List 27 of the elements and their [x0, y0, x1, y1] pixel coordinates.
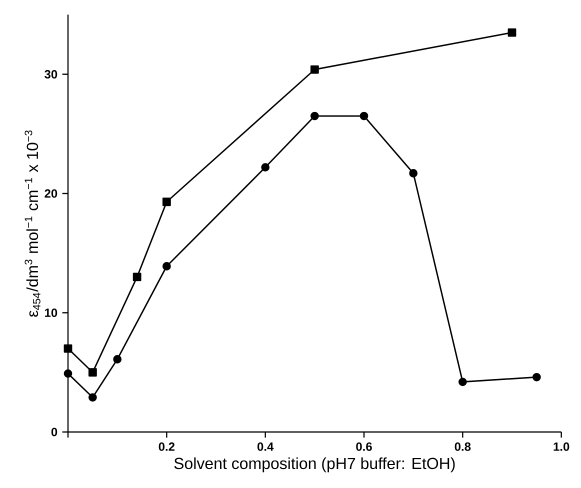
point [360, 112, 368, 120]
text: ε$_{454}$/dm$^{3}$ mol$^{−1}$ cm$^{−1}$ x 10$^{−3}$ [24, 130, 40, 317]
y-tick-label: 10 [45, 308, 58, 318]
y-tick-label: 0 [51, 428, 58, 436]
point [88, 368, 97, 377]
point [310, 65, 319, 74]
x-tick-label: 0.6 [356, 442, 372, 451]
y-tick-label: 30 [44, 70, 58, 79]
x-tick-label: 0.2 [158, 442, 175, 451]
point [261, 163, 270, 172]
point [508, 28, 516, 37]
point [532, 372, 541, 382]
point [162, 262, 171, 270]
point [162, 198, 171, 206]
point [310, 112, 319, 120]
x-tick-label: 0.8 [454, 442, 471, 451]
x-tick-label: 1.0 [554, 442, 570, 451]
point [113, 355, 122, 364]
y-tick-label: 20 [44, 189, 58, 198]
x-axis-title: Solvent composition (pH7 buffer: EtOH) [174, 457, 455, 472]
point [64, 344, 72, 353]
point [409, 169, 418, 178]
x-tick-label: 0.4 [257, 442, 274, 451]
point [88, 393, 97, 402]
point [132, 272, 142, 282]
point [64, 369, 72, 378]
point [458, 378, 467, 386]
